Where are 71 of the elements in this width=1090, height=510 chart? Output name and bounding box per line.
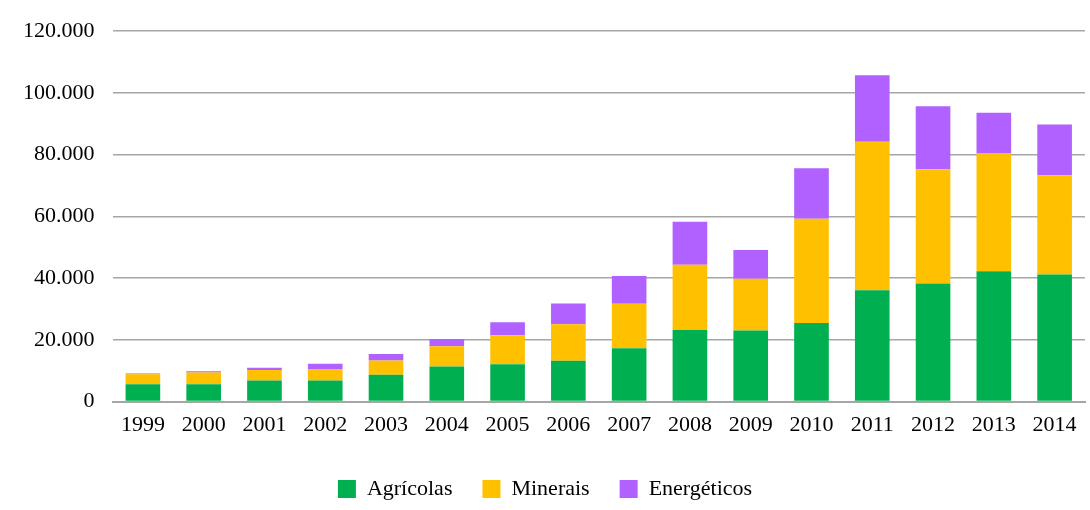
bar: [854, 290, 890, 401]
legend-label: Energéticos: [648, 474, 753, 500]
bar: [247, 370, 282, 381]
y-tick-label: 0: [83, 387, 95, 413]
y-tick-label: 40.000: [34, 263, 95, 289]
y-tick-label: 60.000: [34, 202, 95, 228]
bar: [368, 374, 404, 401]
bar: [490, 322, 525, 336]
bar: [125, 374, 161, 385]
bar: [915, 283, 951, 401]
bar: [247, 380, 282, 401]
y-tick-label: 120.000: [23, 16, 95, 42]
bar: [1037, 175, 1072, 275]
bar: [490, 335, 525, 365]
bar: [1037, 274, 1072, 401]
bar: [915, 169, 951, 284]
x-tick-label: 2000: [181, 410, 226, 436]
x-tick-label: 2008: [667, 410, 712, 436]
x-tick-label: 1999: [120, 410, 165, 436]
bar: [915, 106, 951, 170]
bar: [490, 364, 525, 401]
bar: [976, 112, 1012, 154]
bar: [794, 322, 829, 401]
x-tick-label: 2006: [546, 410, 591, 436]
bar: [368, 354, 404, 361]
bar: [307, 363, 343, 369]
bar: [794, 168, 829, 219]
bar: [125, 384, 161, 401]
x-tick-label: 2012: [911, 410, 956, 436]
x-tick-label: 2004: [424, 410, 469, 436]
y-tick-label: 80.000: [34, 140, 95, 166]
bar: [611, 348, 647, 401]
bar: [611, 303, 647, 349]
bar: [976, 271, 1012, 401]
bar: [368, 360, 404, 375]
x-tick-label: 2007: [607, 410, 652, 436]
bar: [307, 380, 343, 401]
bar: [854, 75, 890, 142]
x-tick-label: 2009: [728, 410, 773, 436]
bar: [794, 218, 829, 323]
bar: [551, 360, 586, 401]
bar: [733, 330, 769, 401]
bar: [854, 141, 890, 291]
bar: [429, 366, 465, 401]
bar: [733, 250, 769, 279]
x-tick-label: 2010: [789, 410, 834, 436]
bar: [672, 264, 708, 330]
x-tick-label: 2011: [850, 410, 894, 436]
bar: [186, 372, 221, 385]
x-tick-label: 2013: [971, 410, 1016, 436]
bar: [611, 275, 647, 304]
y-tick-label: 20.000: [34, 325, 95, 351]
bar: [551, 303, 586, 325]
bar: [733, 278, 769, 331]
x-tick-label: 2014: [1032, 410, 1077, 436]
x-tick-label: 2001: [242, 410, 287, 436]
x-tick-label: 2002: [303, 410, 348, 436]
y-tick-label: 100.000: [23, 78, 95, 104]
bar: [186, 384, 221, 401]
x-tick-label: 2003: [364, 410, 409, 436]
bar: [672, 329, 708, 401]
bar: [976, 153, 1012, 272]
bar: [551, 324, 586, 361]
bar: [1037, 124, 1072, 176]
bar: [307, 368, 343, 381]
x-tick-label: 2005: [485, 410, 530, 436]
bar: [429, 338, 465, 347]
legend-label: Minerais: [511, 474, 590, 500]
legend-label: Agrícolas: [366, 474, 453, 500]
bar: [672, 221, 708, 265]
bar: [429, 346, 465, 367]
